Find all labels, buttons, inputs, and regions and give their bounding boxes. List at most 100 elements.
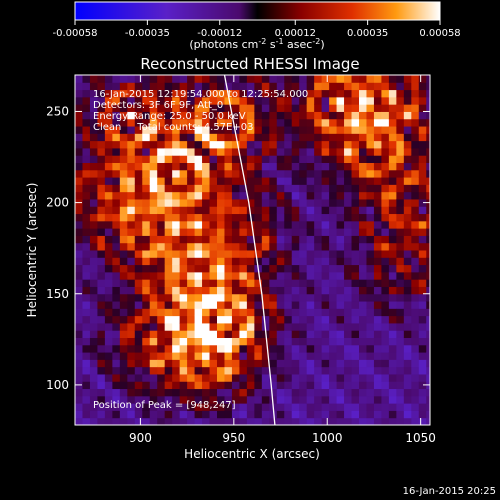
heatmap-cell xyxy=(329,417,338,425)
heatmap-cell xyxy=(336,366,345,375)
heatmap-cell xyxy=(336,308,345,317)
heatmap-cell xyxy=(373,264,382,273)
heatmap-cell xyxy=(284,162,293,171)
heatmap-cell xyxy=(366,111,375,120)
heatmap-cell xyxy=(426,308,430,317)
heatmap-cell xyxy=(127,388,136,397)
heatmap-cell xyxy=(217,104,225,112)
heatmap-cell xyxy=(336,271,345,280)
heatmap-cell xyxy=(239,301,248,309)
heatmap-cell xyxy=(388,330,397,338)
heatmap-cell xyxy=(164,228,173,236)
heatmap-cell xyxy=(344,381,353,390)
heatmap-cell xyxy=(104,89,113,98)
heatmap-cell xyxy=(89,242,98,251)
heatmap-cell xyxy=(231,250,240,258)
heatmap-cell xyxy=(231,155,240,163)
heatmap-cell xyxy=(246,155,255,163)
heatmap-cell xyxy=(194,206,203,215)
heatmap-cell xyxy=(217,191,225,200)
heatmap-cell xyxy=(202,366,211,375)
heatmap-cell xyxy=(134,381,143,390)
heatmap-cell xyxy=(299,301,308,309)
heatmap-cell xyxy=(134,330,143,338)
heatmap-cell xyxy=(269,337,278,346)
heatmap-cell xyxy=(261,271,270,280)
heatmap-cell xyxy=(97,169,106,178)
heatmap-cell xyxy=(179,235,188,244)
heatmap-cell xyxy=(104,381,113,390)
heatmap-cell xyxy=(127,344,136,353)
heatmap-cell xyxy=(231,330,240,338)
heatmap-cell xyxy=(142,155,151,163)
heatmap-cell xyxy=(269,366,278,375)
heatmap-cell xyxy=(231,206,240,215)
heatmap-cell xyxy=(187,82,196,91)
heatmap-cell xyxy=(119,403,128,411)
heatmap-cell xyxy=(306,89,315,98)
heatmap-cell xyxy=(426,111,430,120)
heatmap-cell xyxy=(127,417,136,425)
heatmap-cell xyxy=(104,206,113,215)
heatmap-cell xyxy=(299,89,308,98)
heatmap-cell xyxy=(142,235,151,244)
heatmap-cell xyxy=(381,293,390,302)
heatmap-cell xyxy=(359,147,367,156)
heatmap-cell xyxy=(388,162,397,171)
heatmap-cell xyxy=(291,104,300,112)
heatmap-cell xyxy=(224,133,233,142)
heatmap-cell xyxy=(224,162,233,171)
heatmap-cell xyxy=(329,147,338,156)
heatmap-cell xyxy=(179,191,188,200)
heatmap-cell xyxy=(314,126,323,134)
heatmap-cell xyxy=(157,286,166,295)
heatmap-cell xyxy=(426,373,430,382)
heatmap-cell xyxy=(321,366,330,375)
heatmap-cell xyxy=(157,410,166,419)
heatmap-cell xyxy=(418,133,427,142)
heatmap-cell xyxy=(418,417,427,425)
heatmap-cell xyxy=(157,366,166,375)
heatmap-cell xyxy=(329,250,338,258)
heatmap-cell xyxy=(112,359,121,368)
heatmap-cell xyxy=(396,184,405,193)
heatmap-cell xyxy=(112,104,121,112)
heatmap-cell xyxy=(97,82,106,91)
heatmap-cell xyxy=(254,162,263,171)
heatmap-cell xyxy=(269,242,278,251)
heatmap-cell xyxy=(299,184,308,193)
heatmap-cell xyxy=(239,373,248,382)
heatmap-cell xyxy=(157,118,166,127)
heatmap-cell xyxy=(359,264,367,273)
heatmap-cell xyxy=(89,359,98,368)
heatmap-cell xyxy=(89,177,98,185)
heatmap-cell xyxy=(82,162,91,171)
heatmap-cell xyxy=(344,286,353,295)
heatmap-cell xyxy=(284,96,293,105)
heatmap-cell xyxy=(97,140,106,149)
heatmap-cell xyxy=(164,315,173,324)
heatmap-cell xyxy=(112,388,121,397)
heatmap-cell xyxy=(134,126,143,134)
annotation-clean: Clean Total counts: 4.57E+03 xyxy=(93,122,253,133)
heatmap-cell xyxy=(246,330,255,338)
heatmap-cell xyxy=(112,271,121,280)
heatmap-cell xyxy=(179,257,188,266)
heatmap-cell xyxy=(142,213,151,222)
heatmap-cell xyxy=(344,388,353,397)
heatmap-cell xyxy=(291,417,300,425)
heatmap-cell xyxy=(261,359,270,368)
heatmap-cell xyxy=(194,359,203,368)
heatmap-cell xyxy=(202,118,211,127)
heatmap-cell xyxy=(217,395,225,404)
heatmap-cell xyxy=(202,264,211,273)
heatmap-cell xyxy=(314,315,323,324)
heatmap-cell xyxy=(112,352,121,360)
heatmap-cell xyxy=(344,366,353,375)
heatmap-cell xyxy=(254,366,263,375)
heatmap-cell xyxy=(82,191,91,200)
heatmap-cell xyxy=(381,140,390,149)
heatmap-cell xyxy=(396,308,405,317)
heatmap-cell xyxy=(344,162,353,171)
heatmap-cell xyxy=(187,220,196,229)
